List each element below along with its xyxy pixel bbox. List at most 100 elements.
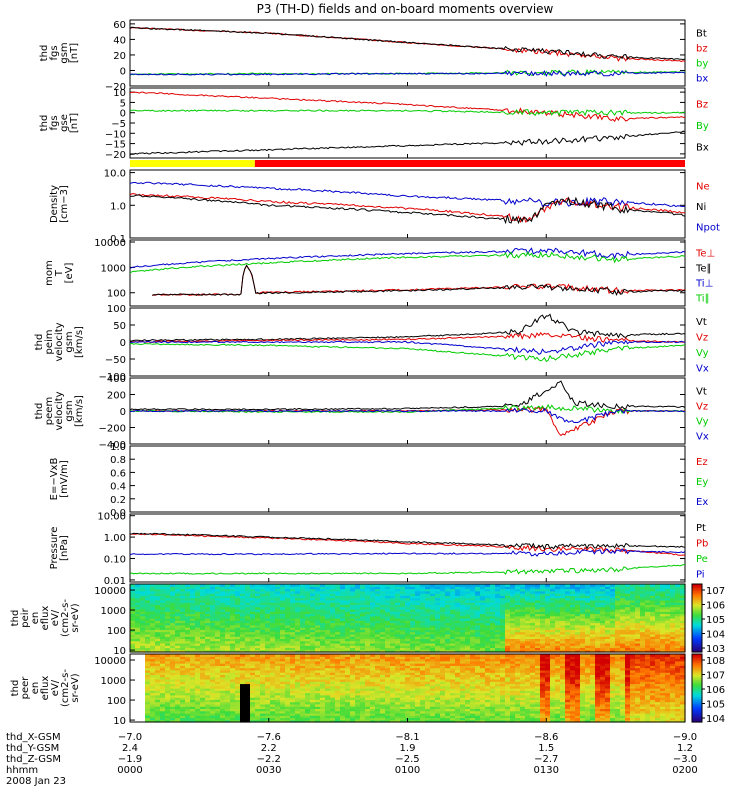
spectrogram-cell: [305, 656, 311, 660]
spectrogram-cell: [345, 613, 351, 617]
spectrogram-cell: [560, 611, 566, 615]
spectrogram-cell: [460, 647, 466, 651]
spectrogram-cell: [590, 622, 596, 626]
spectrogram-cell: [465, 629, 471, 633]
spectrogram-cell: [180, 676, 186, 680]
y-tick-label: 100: [107, 626, 126, 637]
panel-frame: [129, 239, 686, 307]
spectrogram-cell: [330, 676, 336, 680]
spectrogram-cell: [235, 606, 241, 610]
spectrogram-cell: [335, 611, 341, 615]
spectrogram-cell: [300, 685, 306, 689]
spectrogram-cell: [140, 642, 146, 646]
spectrogram-cell: [285, 608, 291, 612]
spectrogram-cell: [150, 631, 156, 635]
spectrogram-cell: [600, 611, 606, 615]
spectrogram-cell: [530, 638, 536, 642]
spectrogram-cell: [265, 699, 271, 703]
spectrogram-cell: [380, 599, 386, 603]
spectrogram-cell: [345, 663, 351, 666]
spectrogram-cell: [365, 584, 371, 587]
spectrogram-cell: [360, 636, 366, 639]
spectrogram-cell: [220, 620, 226, 624]
spectrogram-cell: [535, 608, 541, 612]
spectrogram-cell: [240, 588, 246, 592]
spectrogram-cell: [640, 586, 646, 590]
spectrogram-cell: [155, 588, 161, 592]
spectrogram-cell: [585, 629, 591, 633]
spectrogram-cell: [205, 717, 211, 721]
spectrogram-cell: [305, 667, 311, 671]
spectrogram-cell: [240, 674, 246, 678]
spectrogram-cell: [500, 604, 506, 608]
spectrogram-cell: [250, 604, 256, 608]
spectrogram-cell: [390, 593, 396, 596]
spectrogram-cell: [275, 701, 281, 705]
spectrogram-cell: [145, 599, 151, 603]
spectrogram-cell: [610, 640, 616, 644]
spectrogram-cell: [395, 624, 401, 628]
spectrogram-cell: [220, 595, 226, 599]
spectrogram-cell: [210, 681, 216, 685]
spectrogram-cell: [390, 608, 396, 612]
spectrogram-cell: [130, 697, 136, 700]
spectrogram-cell: [185, 627, 191, 630]
spectrogram-cell: [175, 665, 181, 669]
spectrogram-cell: [260, 701, 266, 705]
spectrogram-cell: [235, 667, 241, 671]
spectrogram-cell: [185, 618, 191, 621]
spectrogram-cell: [300, 699, 306, 703]
spectrogram-cell: [230, 649, 236, 653]
spectrogram-cell: [680, 611, 686, 615]
spectrogram-cell: [290, 667, 296, 671]
spectrogram-cell: [210, 719, 216, 723]
spectrogram-cell: [545, 599, 551, 603]
spectrogram-cell: [140, 595, 146, 599]
spectrogram-cell: [680, 622, 686, 626]
spectrogram-cell: [195, 613, 201, 617]
spectrogram-cell: [645, 615, 651, 619]
spectrogram-cell: [315, 674, 321, 678]
spectrogram-cell: [595, 590, 601, 594]
spectrogram-cell: [665, 590, 671, 594]
spectrogram-cell: [280, 712, 286, 716]
spectrogram-cell: [510, 647, 516, 651]
spectrogram-cell: [170, 608, 176, 612]
spectrogram-cell: [265, 708, 271, 712]
spectrogram-cell: [400, 606, 406, 610]
spectrogram-cell: [190, 613, 196, 617]
spectrogram-cell: [565, 588, 571, 592]
spectrogram-cell: [200, 602, 206, 605]
spectrogram-cell: [610, 613, 616, 617]
spectrogram-cell: [340, 640, 346, 644]
spectrogram-cell: [275, 683, 281, 687]
legend-entry: Pb: [696, 538, 708, 549]
spectrogram-cell: [265, 627, 271, 630]
spectrogram-cell: [140, 590, 146, 594]
spectrogram-cell: [390, 640, 396, 644]
spectrogram-cell: [660, 645, 666, 649]
spectrogram-cell: [345, 640, 351, 644]
spectrogram-cell: [540, 602, 546, 605]
spectrogram-cell: [595, 620, 601, 624]
spectrogram-cell: [260, 640, 266, 644]
spectrogram-cell: [190, 663, 196, 666]
spectrogram-cell: [240, 593, 246, 596]
spectrogram-cell: [130, 676, 136, 680]
spectrogram-cell: [155, 649, 161, 653]
spectrogram-cell: [155, 681, 161, 685]
spectrogram-cell: [510, 602, 516, 605]
spectrogram-cell: [275, 618, 281, 621]
spectrogram-cell: [200, 654, 206, 657]
spectrogram-cell: [410, 604, 416, 608]
spectrogram-cell: [440, 611, 446, 615]
spectrogram-cell: [585, 588, 591, 592]
spectrogram-cell: [520, 593, 526, 596]
spectrogram-cell: [235, 597, 241, 601]
spectrogram-cell: [260, 590, 266, 594]
spectrogram-cell: [500, 629, 506, 633]
colorbar-step: [692, 636, 702, 639]
spectrogram-cell: [295, 620, 301, 624]
spectrogram-cell: [210, 599, 216, 603]
spectrogram-cell: [200, 685, 206, 689]
